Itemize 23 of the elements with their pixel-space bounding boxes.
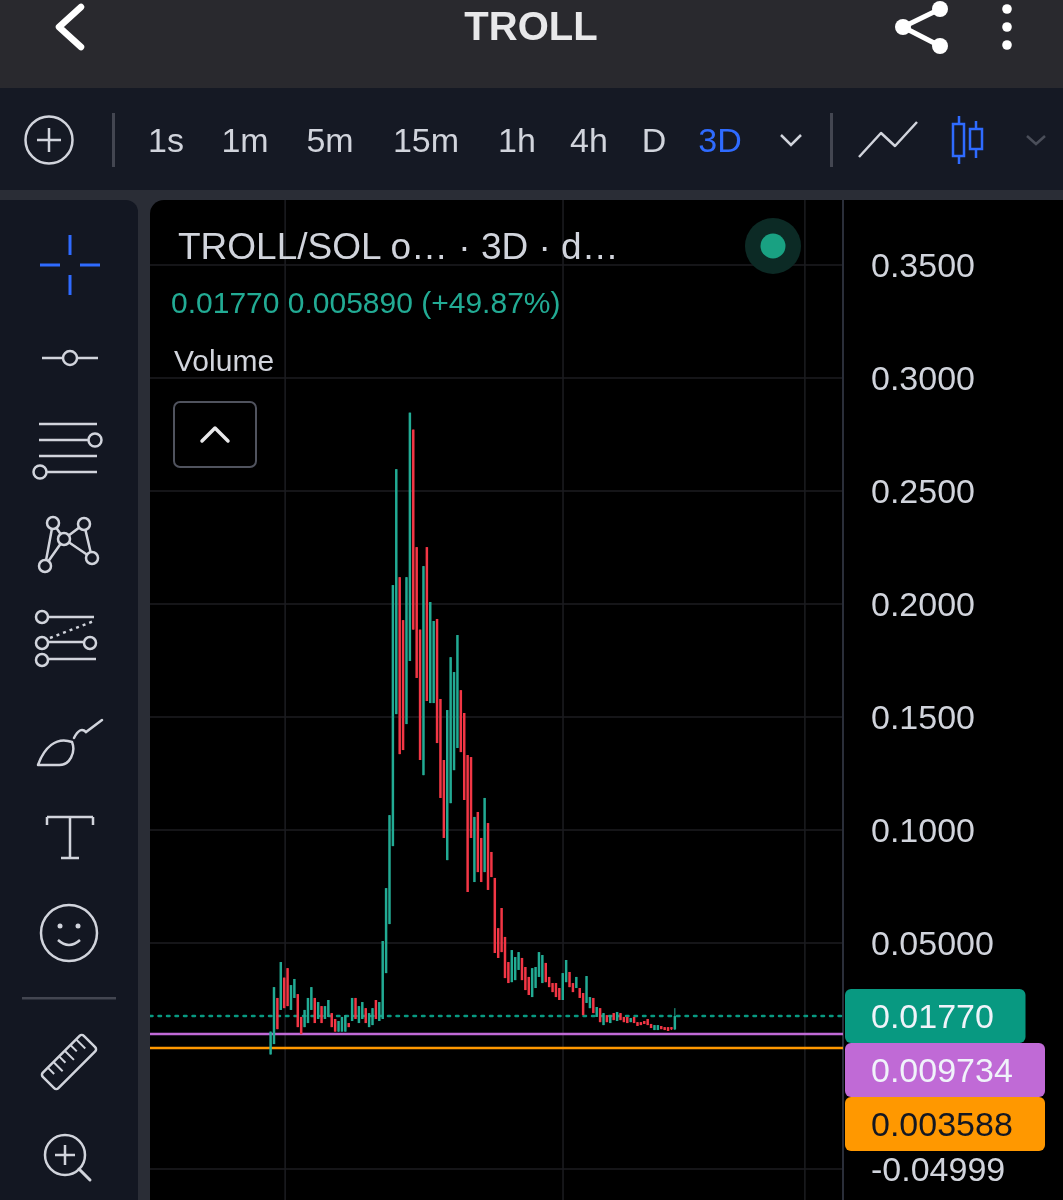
y-tick-label: 0.2000	[871, 585, 975, 624]
y-tick-label: 0.1000	[871, 811, 975, 850]
text: 5m	[306, 121, 354, 159]
text: D	[641, 121, 667, 159]
ref-line-label: 0.009734	[871, 1051, 1013, 1090]
annotation: Volume	[174, 344, 275, 377]
chart-title: TROLL	[464, 4, 598, 48]
y-tick-label: 0.3500	[871, 246, 975, 285]
annotation: 0.01770 0.005890 (+49.87%)	[171, 286, 561, 319]
text: 1s	[148, 121, 184, 159]
y-tick-label: 0.05000	[871, 924, 994, 963]
ref-line-label: 0.003588	[871, 1105, 1013, 1144]
y-tick-label: 0.1500	[871, 698, 975, 737]
text: TROLL/SOL o… · 3D · d…	[178, 226, 619, 267]
text: 15m	[392, 121, 460, 159]
ref-line-label: 0.01770	[871, 997, 994, 1036]
y-tick-label: -0.04999	[871, 1150, 1006, 1189]
text: 1h	[498, 121, 536, 159]
y-tick-label: 0.3000	[871, 359, 975, 398]
text: 1m	[221, 121, 269, 159]
text: 3D	[698, 121, 742, 159]
text: 4h	[570, 121, 608, 159]
y-tick-label: 0.2500	[871, 472, 975, 511]
